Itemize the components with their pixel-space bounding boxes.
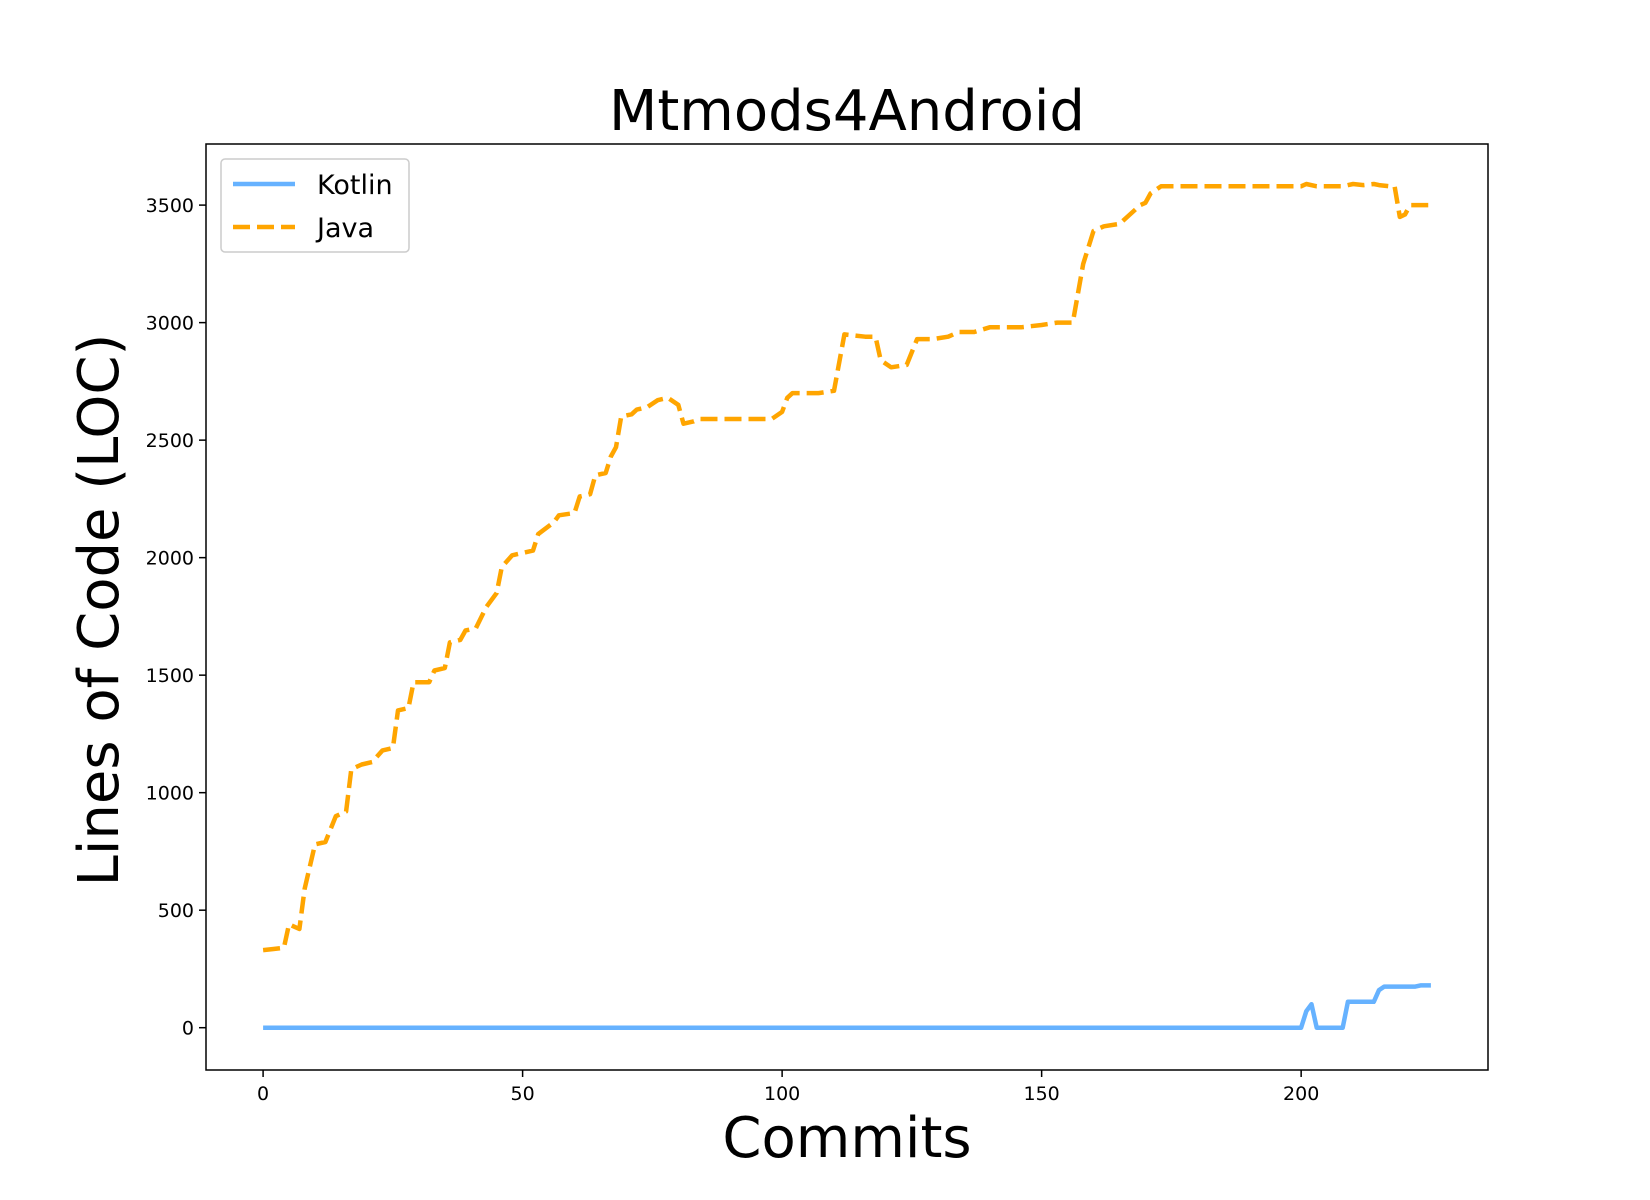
y-axis-label: Lines of Code (LOC) xyxy=(67,334,132,887)
legend-label-kotlin: Kotlin xyxy=(317,170,393,201)
plot-frame xyxy=(205,143,1489,1071)
y-tick-label: 0 xyxy=(182,1018,194,1040)
y-tick-label: 1000 xyxy=(146,783,194,805)
legend: Kotlin Java xyxy=(220,158,410,253)
y-tick-label: 500 xyxy=(158,900,194,922)
y-tick-label: 2500 xyxy=(146,430,194,452)
x-tick-label: 50 xyxy=(511,1083,535,1105)
x-tick-label: 150 xyxy=(1024,1083,1060,1105)
x-tick-label: 0 xyxy=(257,1083,269,1105)
series-layer xyxy=(262,181,1431,1030)
y-tick-label: 3500 xyxy=(146,195,194,217)
legend-label-java: Java xyxy=(315,213,374,244)
x-tick-label: 200 xyxy=(1283,1083,1319,1105)
y-tick-label: 1500 xyxy=(146,665,194,687)
x-tick-label: 100 xyxy=(764,1083,800,1105)
x-axis-label: Commits xyxy=(722,1106,971,1171)
chart-title: Mtmods4Android xyxy=(609,79,1085,144)
y-tick-label: 3000 xyxy=(146,313,194,335)
series-line-java xyxy=(262,181,1431,953)
series-line-kotlin xyxy=(263,983,1431,1030)
y-tick-label: 2000 xyxy=(146,548,194,570)
